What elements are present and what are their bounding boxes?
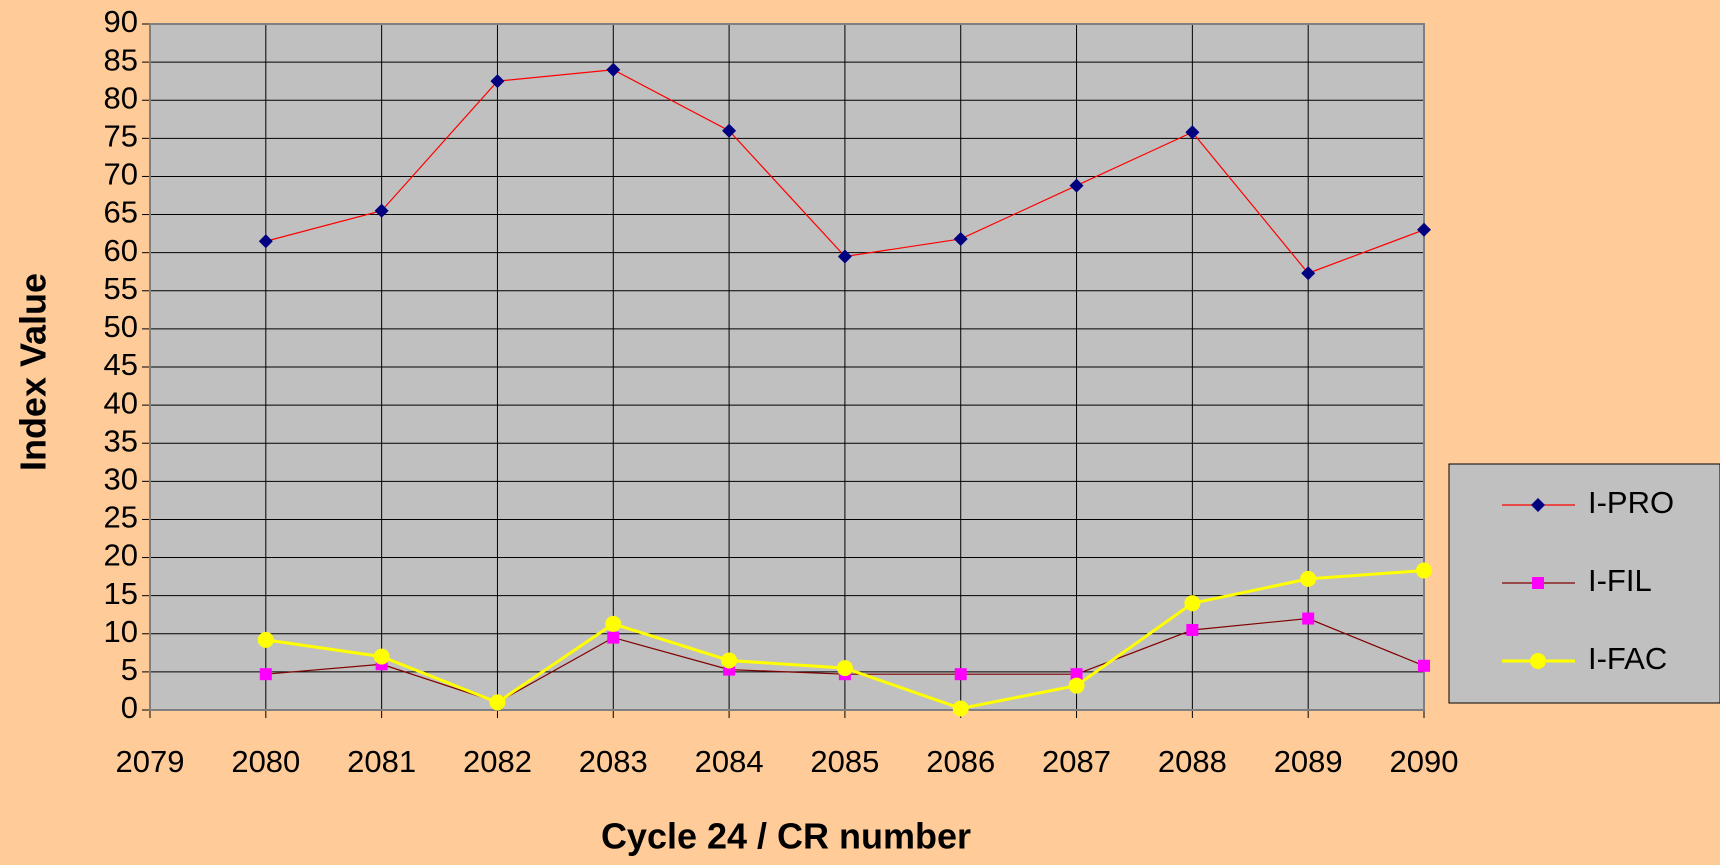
y-tick-label: 55 <box>104 271 138 306</box>
y-tick-label: 40 <box>104 385 138 420</box>
data-point <box>953 231 968 246</box>
y-axis-title: Index Value <box>13 273 54 471</box>
x-tick-label: 2083 <box>579 744 648 779</box>
y-tick-label: 75 <box>104 119 138 154</box>
data-point <box>259 668 272 681</box>
x-tick-label: 2081 <box>347 744 416 779</box>
data-point <box>373 648 390 665</box>
x-tick-label: 2089 <box>1274 744 1343 779</box>
data-point <box>954 668 967 681</box>
legend-marker <box>1532 577 1544 589</box>
data-point <box>258 234 273 249</box>
x-tick-label: 2079 <box>116 744 185 779</box>
data-point <box>837 249 852 264</box>
y-tick-label: 70 <box>104 157 138 192</box>
data-point <box>1070 668 1083 681</box>
y-tick-label: 50 <box>104 309 138 344</box>
legend-marker <box>1531 498 1545 512</box>
data-point <box>1301 266 1316 281</box>
y-tick-label: 80 <box>104 80 138 115</box>
y-tick-label: 0 <box>121 690 138 725</box>
data-point <box>605 615 622 632</box>
data-point <box>374 203 389 218</box>
legend-label: I-FAC <box>1588 641 1667 676</box>
x-tick-label: 2088 <box>1158 744 1227 779</box>
data-point <box>1186 623 1199 636</box>
data-point <box>1417 222 1431 237</box>
data-point <box>1069 178 1084 193</box>
y-tick-label: 45 <box>104 347 138 382</box>
data-point <box>1416 562 1432 579</box>
data-point <box>1302 612 1315 625</box>
x-tick-label: 2084 <box>695 744 764 779</box>
data-point <box>1184 595 1201 612</box>
y-tick-label: 60 <box>104 233 138 268</box>
y-tick-label: 65 <box>104 195 138 230</box>
x-tick-label: 2087 <box>1042 744 1111 779</box>
data-point <box>1068 677 1085 694</box>
data-point <box>607 631 620 644</box>
plot-border <box>149 23 1425 711</box>
y-tick-label: 85 <box>104 42 138 77</box>
y-tick-label: 10 <box>104 614 138 649</box>
data-point <box>490 74 505 89</box>
data-point <box>952 700 969 717</box>
legend-label: I-PRO <box>1588 485 1674 520</box>
data-point <box>722 123 737 138</box>
data-point <box>836 660 853 677</box>
x-tick-label: 2082 <box>463 744 532 779</box>
y-tick-label: 25 <box>104 500 138 535</box>
data-point <box>606 62 621 77</box>
data-point <box>489 694 506 711</box>
y-tick-label: 90 <box>104 4 138 39</box>
y-tick-label: 30 <box>104 462 138 497</box>
data-point <box>721 652 738 669</box>
x-axis-title: Cycle 24 / CR number <box>601 816 971 857</box>
y-tick-label: 5 <box>121 652 138 687</box>
data-point <box>257 631 274 648</box>
x-tick-label: 2080 <box>231 744 300 779</box>
legend-marker <box>1530 653 1546 669</box>
data-point <box>1418 659 1430 672</box>
x-tick-label: 2086 <box>926 744 995 779</box>
legend-box <box>1448 463 1720 704</box>
x-tick-label: 2090 <box>1390 744 1459 779</box>
y-tick-label: 15 <box>104 576 138 611</box>
data-point <box>1185 125 1200 140</box>
y-tick-label: 35 <box>104 423 138 458</box>
legend-label: I-FIL <box>1588 563 1652 598</box>
data-point <box>1300 570 1317 587</box>
x-tick-label: 2085 <box>810 744 879 779</box>
y-tick-label: 20 <box>104 538 138 573</box>
